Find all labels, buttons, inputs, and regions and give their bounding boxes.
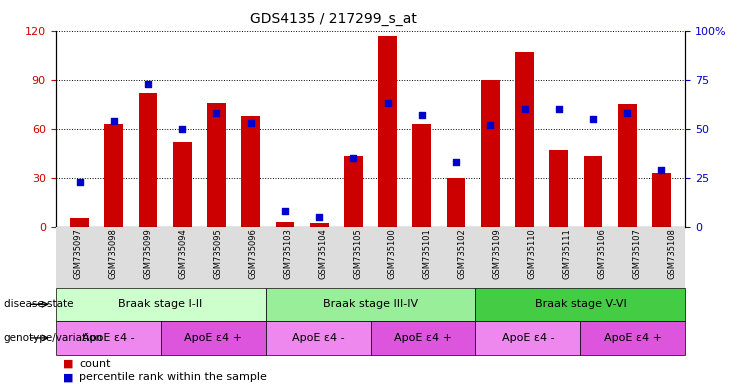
- Bar: [344, 156, 363, 227]
- Point: [176, 126, 188, 132]
- Bar: [276, 222, 294, 227]
- Text: GSM735111: GSM735111: [563, 228, 572, 279]
- Text: GSM735107: GSM735107: [633, 228, 642, 279]
- Bar: [207, 103, 226, 227]
- Text: ■: ■: [63, 372, 73, 382]
- Bar: [139, 93, 157, 227]
- Text: GSM735094: GSM735094: [178, 228, 187, 279]
- Bar: [549, 150, 568, 227]
- Text: GSM735104: GSM735104: [318, 228, 327, 279]
- Text: Braak stage I-II: Braak stage I-II: [119, 299, 203, 310]
- Text: GSM735100: GSM735100: [388, 228, 397, 279]
- Text: count: count: [79, 359, 111, 369]
- Bar: [515, 52, 534, 227]
- Text: ApoE ε4 +: ApoE ε4 +: [184, 333, 242, 343]
- Text: GSM735106: GSM735106: [598, 228, 607, 279]
- Point: [108, 118, 120, 124]
- Point: [245, 120, 256, 126]
- Bar: [652, 173, 671, 227]
- Text: ApoE ε4 -: ApoE ε4 -: [292, 333, 345, 343]
- Bar: [173, 142, 192, 227]
- Bar: [481, 80, 499, 227]
- Text: GSM735110: GSM735110: [528, 228, 537, 279]
- Point: [348, 155, 359, 161]
- Text: ApoE ε4 +: ApoE ε4 +: [604, 333, 662, 343]
- Bar: [242, 116, 260, 227]
- Bar: [70, 218, 89, 227]
- Point: [416, 112, 428, 118]
- Text: Braak stage V-VI: Braak stage V-VI: [534, 299, 626, 310]
- Point: [621, 110, 633, 116]
- Point: [382, 100, 393, 106]
- Text: GSM735096: GSM735096: [248, 228, 257, 279]
- Text: percentile rank within the sample: percentile rank within the sample: [79, 372, 268, 382]
- Text: GSM735098: GSM735098: [108, 228, 117, 279]
- Text: Braak stage III-IV: Braak stage III-IV: [323, 299, 418, 310]
- Text: ApoE ε4 -: ApoE ε4 -: [82, 333, 134, 343]
- Text: GSM735099: GSM735099: [143, 228, 152, 279]
- Point: [553, 106, 565, 112]
- Text: GSM735095: GSM735095: [213, 228, 222, 279]
- Text: ApoE ε4 -: ApoE ε4 -: [502, 333, 554, 343]
- Point: [656, 167, 668, 173]
- Text: genotype/variation: genotype/variation: [4, 333, 103, 343]
- Text: disease state: disease state: [4, 299, 73, 310]
- Bar: [447, 178, 465, 227]
- Text: GSM735105: GSM735105: [353, 228, 362, 279]
- Point: [587, 116, 599, 122]
- Point: [73, 179, 85, 185]
- Bar: [310, 223, 328, 227]
- Point: [210, 110, 222, 116]
- Bar: [378, 36, 397, 227]
- Point: [142, 81, 154, 87]
- Point: [485, 122, 496, 128]
- Text: GDS4135 / 217299_s_at: GDS4135 / 217299_s_at: [250, 12, 417, 25]
- Text: GSM735108: GSM735108: [668, 228, 677, 279]
- Point: [279, 208, 291, 214]
- Text: ■: ■: [63, 359, 73, 369]
- Bar: [618, 104, 637, 227]
- Point: [450, 159, 462, 165]
- Bar: [104, 124, 123, 227]
- Text: GSM735102: GSM735102: [458, 228, 467, 279]
- Text: GSM735103: GSM735103: [283, 228, 292, 279]
- Text: GSM735101: GSM735101: [423, 228, 432, 279]
- Point: [519, 106, 531, 112]
- Text: GSM735097: GSM735097: [73, 228, 82, 279]
- Bar: [584, 156, 602, 227]
- Text: ApoE ε4 +: ApoE ε4 +: [394, 333, 452, 343]
- Point: [313, 214, 325, 220]
- Text: GSM735109: GSM735109: [493, 228, 502, 279]
- Bar: [413, 124, 431, 227]
